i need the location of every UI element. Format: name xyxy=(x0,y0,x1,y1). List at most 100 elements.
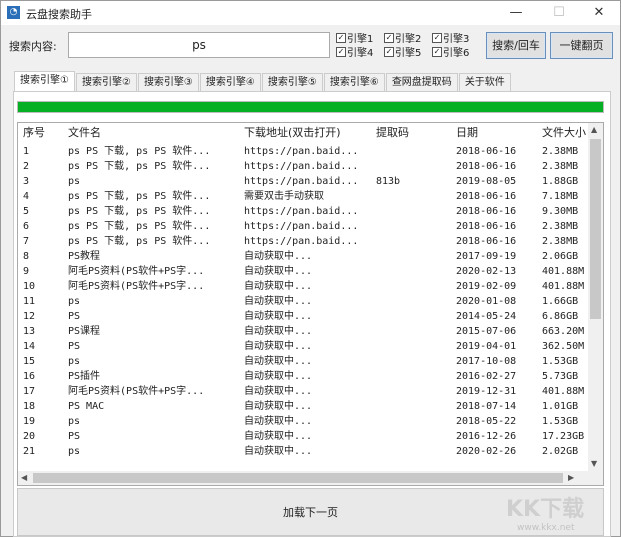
table-cell: 1.01GB xyxy=(542,401,579,412)
table-cell: 需要双击手动获取 xyxy=(244,191,324,202)
table-row[interactable]: 7 ps PS 下载, ps PS 软件... https://pan.baid..… xyxy=(18,234,590,249)
table-row[interactable]: 1 ps PS 下载, ps PS 软件... https://pan.baid..… xyxy=(18,144,590,159)
table-row[interactable]: 10 阿毛PS资料(PS软件+PS字... 自动获取中... 2019-02-09 40… xyxy=(18,279,590,294)
table-row[interactable]: 16 PS插件 自动获取中... 2016-02-27 5.73GB xyxy=(18,369,590,384)
tab-4[interactable]: 搜索引擎④ xyxy=(199,73,261,91)
scroll-right-icon[interactable]: ▶ xyxy=(568,473,575,482)
table-row[interactable]: 13 PS课程 自动获取中... 2015-07-06 663.20M xyxy=(18,324,590,339)
table-cell: 自动获取中... xyxy=(244,296,313,307)
scroll-left-icon[interactable]: ◀ xyxy=(21,473,28,482)
table-cell: 2018-06-16 xyxy=(456,191,517,202)
tab-6[interactable]: 搜索引擎⑥ xyxy=(323,73,385,91)
table-row[interactable]: 12 PS 自动获取中... 2014-05-24 6.86GB xyxy=(18,309,590,324)
table-cell: 阿毛PS资料(PS软件+PS字... xyxy=(68,281,205,292)
table-row[interactable]: 5 ps PS 下载, ps PS 软件... https://pan.baid..… xyxy=(18,204,590,219)
table-cell: https://pan.baid... xyxy=(244,161,359,172)
table-cell: https://pan.baid... xyxy=(244,206,359,217)
minimize-button[interactable]: — xyxy=(509,5,523,20)
checkbox-icon[interactable]: ✓ xyxy=(384,32,394,43)
load-next-page-button[interactable]: 加载下一页 xyxy=(17,488,604,536)
table-row[interactable]: 14 PS 自动获取中... 2019-04-01 362.50M xyxy=(18,339,590,354)
table-cell: 2019-12-31 xyxy=(456,386,517,397)
column-header[interactable]: 日期 xyxy=(456,126,478,139)
table-cell: 5.73GB xyxy=(542,371,579,382)
close-button[interactable]: ✕ xyxy=(593,5,605,20)
watermark-url: www.kkx.net xyxy=(517,523,575,533)
table-row[interactable]: 15 ps 自动获取中... 2017-10-08 1.53GB xyxy=(18,354,590,369)
table-row[interactable]: 11 ps 自动获取中... 2020-01-08 1.66GB xyxy=(18,294,590,309)
scroll-up-icon[interactable]: ▲ xyxy=(591,125,598,134)
table-cell: 6 xyxy=(23,221,30,232)
app-icon: ◔ xyxy=(7,6,20,19)
table-row[interactable]: 8 PS教程 自动获取中... 2017-09-19 2.06GB xyxy=(18,249,590,264)
table-cell: 2016-12-26 xyxy=(456,431,517,442)
table-cell: PS课程 xyxy=(68,326,101,337)
scroll-down-icon[interactable]: ▼ xyxy=(591,459,598,468)
checkbox-icon[interactable]: ✓ xyxy=(432,32,442,43)
engine-checkbox-6[interactable]: ✓ 引擎6 xyxy=(432,45,480,59)
table-row[interactable]: 6 ps PS 下载, ps PS 软件... https://pan.baid..… xyxy=(18,219,590,234)
engine-checkbox-2[interactable]: ✓ 引擎2 xyxy=(384,31,432,45)
table-cell: ps PS 下载, ps PS 软件... xyxy=(68,206,211,217)
table-cell: 2018-06-16 xyxy=(456,206,517,217)
engine-checkbox-3[interactable]: ✓ 引擎3 xyxy=(432,31,480,45)
table-cell: 11 xyxy=(23,296,36,307)
engine-checkbox-5[interactable]: ✓ 引擎5 xyxy=(384,45,432,59)
horizontal-scrollbar[interactable]: ◀ ▶ xyxy=(18,471,603,485)
search-input[interactable]: ps xyxy=(68,32,330,58)
table-cell: 401.88M xyxy=(542,281,585,292)
horizontal-scroll-thumb[interactable] xyxy=(33,473,563,483)
table-cell: 2 xyxy=(23,161,30,172)
vertical-scroll-thumb[interactable] xyxy=(590,139,601,319)
tab-7[interactable]: 查网盘提取码 xyxy=(385,73,458,91)
table-row[interactable]: 4 ps PS 下载, ps PS 软件... 需要双击手动获取 2018-06-16… xyxy=(18,189,590,204)
table-cell: 自动获取中... xyxy=(244,356,313,367)
progress-fill xyxy=(18,102,603,112)
page-turn-button[interactable]: 一键翻页 xyxy=(550,32,613,59)
table-cell: ps PS 下载, ps PS 软件... xyxy=(68,221,211,232)
column-header[interactable]: 文件大小 xyxy=(542,126,586,139)
table-cell: 2020-02-13 xyxy=(456,266,517,277)
table-row[interactable]: 3 ps https://pan.baid... 813b 2019-08-05 1.88… xyxy=(18,174,590,189)
checkbox-icon[interactable]: ✓ xyxy=(336,46,346,57)
table-row[interactable]: 20 PS 自动获取中... 2016-12-26 17.23GB xyxy=(18,429,590,444)
vertical-scrollbar[interactable]: ▲ ▼ xyxy=(588,123,603,471)
column-header[interactable]: 下载地址(双击打开) xyxy=(244,126,341,139)
table-cell: 663.20M xyxy=(542,326,585,337)
checkbox-icon[interactable]: ✓ xyxy=(432,46,442,57)
column-header[interactable]: 文件名 xyxy=(68,126,101,139)
table-cell: 2.38MB xyxy=(542,236,579,247)
table-row[interactable]: 17 阿毛PS资料(PS软件+PS字... 自动获取中... 2019-12-31 40… xyxy=(18,384,590,399)
table-cell: 2015-07-06 xyxy=(456,326,517,337)
table-row[interactable]: 19 ps 自动获取中... 2018-05-22 1.53GB xyxy=(18,414,590,429)
tab-8[interactable]: 关于软件 xyxy=(458,73,511,91)
column-header[interactable]: 序号 xyxy=(23,126,45,139)
search-button[interactable]: 搜索/回车 xyxy=(486,32,546,59)
tab-2[interactable]: 搜索引擎② xyxy=(75,73,137,91)
table-cell: PS xyxy=(68,431,81,442)
table-cell: ps PS 下载, ps PS 软件... xyxy=(68,161,211,172)
engine-checkbox-4[interactable]: ✓ 引擎4 xyxy=(336,45,384,59)
tab-3[interactable]: 搜索引擎③ xyxy=(137,73,199,91)
maximize-button[interactable]: ☐ xyxy=(553,5,565,20)
table-cell: PS xyxy=(68,311,81,322)
engine-checkbox-1[interactable]: ✓ 引擎1 xyxy=(336,31,384,45)
checkbox-icon[interactable]: ✓ xyxy=(336,32,346,43)
table-cell: PS插件 xyxy=(68,371,101,382)
table-row[interactable]: 9 阿毛PS资料(PS软件+PS字... 自动获取中... 2020-02-13 401… xyxy=(18,264,590,279)
table-row[interactable]: 18 PS MAC 自动获取中... 2018-07-14 1.01GB xyxy=(18,399,590,414)
table-cell: 2019-02-09 xyxy=(456,281,517,292)
table-cell: 自动获取中... xyxy=(244,251,313,262)
table-cell: 10 xyxy=(23,281,36,292)
table-cell: 2018-06-16 xyxy=(456,236,517,247)
tab-5[interactable]: 搜索引擎⑤ xyxy=(261,73,323,91)
column-header[interactable]: 提取码 xyxy=(376,126,409,139)
table-cell: 阿毛PS资料(PS软件+PS字... xyxy=(68,386,205,397)
table-row[interactable]: 21 ps 自动获取中... 2020-02-26 2.02GB xyxy=(18,444,590,459)
table-row[interactable]: 2 ps PS 下载, ps PS 软件... https://pan.baid..… xyxy=(18,159,590,174)
table-cell: 2020-01-08 xyxy=(456,296,517,307)
table-cell: 1.88GB xyxy=(542,176,579,187)
tab-1[interactable]: 搜索引擎① xyxy=(14,71,75,91)
table-cell: 1 xyxy=(23,146,30,157)
checkbox-icon[interactable]: ✓ xyxy=(384,46,394,57)
